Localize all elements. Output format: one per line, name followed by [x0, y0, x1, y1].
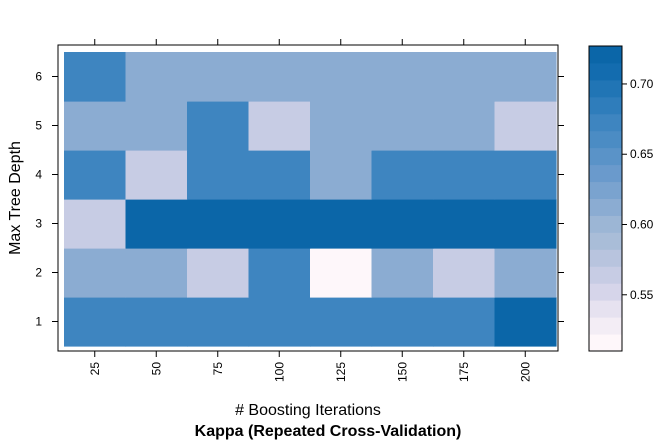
heatmap-cell — [495, 52, 557, 102]
heatmap-cell — [249, 199, 311, 249]
heatmap-cell — [187, 297, 249, 347]
colorbar-strip — [589, 182, 622, 199]
colorbar-strips — [589, 46, 622, 352]
x-tick-label: 200 — [518, 362, 532, 382]
heatmap-cell — [372, 297, 434, 347]
y-axis-title: Max Tree Depth — [7, 141, 24, 255]
x-tick-label: 50 — [149, 362, 163, 376]
colorbar-strip — [589, 334, 622, 351]
colorbar-strip — [589, 97, 622, 114]
heatmap-cell — [310, 101, 372, 151]
heatmap-cell — [249, 150, 311, 200]
heatmap-cell — [187, 248, 249, 298]
heatmap-cell — [126, 248, 188, 298]
heatmap-cell — [495, 297, 557, 347]
x-axis-title: # Boosting Iterations — [235, 402, 381, 419]
heatmap-cell — [495, 150, 557, 200]
heatmap-cell — [249, 52, 311, 102]
colorbar-tick-label: 0.55 — [630, 288, 654, 302]
heatmap-cell — [64, 297, 126, 347]
colorbar-strip — [589, 215, 622, 232]
heatmap-cell — [126, 297, 188, 347]
y-tick-label: 2 — [35, 266, 42, 280]
y-tick-label: 5 — [35, 119, 42, 133]
x-tick-label: 75 — [211, 362, 225, 376]
heatmap-cell — [372, 52, 434, 102]
colorbar-tick-label: 0.60 — [630, 218, 654, 232]
colorbar-strip — [589, 283, 622, 300]
colorbar-strip — [589, 232, 622, 249]
heatmap-cell — [372, 150, 434, 200]
heatmap-cell — [495, 101, 557, 151]
colorbar-strip — [589, 80, 622, 97]
y-tick-label: 1 — [35, 315, 42, 329]
heatmap-cell — [433, 297, 495, 347]
heatmap-cell — [187, 150, 249, 200]
heatmap-cell — [249, 101, 311, 151]
colorbar-tick-label: 0.70 — [630, 77, 654, 91]
colorbar-strip — [589, 249, 622, 266]
x-tick-label: 100 — [272, 362, 286, 382]
y-tick-label: 4 — [35, 168, 42, 182]
colorbar-strip — [589, 317, 622, 334]
heatmap-cell — [433, 101, 495, 151]
heatmap-cell — [187, 101, 249, 151]
heatmap-cell — [64, 248, 126, 298]
colorbar-strip — [589, 266, 622, 283]
heatmap-cell — [64, 150, 126, 200]
colorbar-strip — [589, 131, 622, 148]
heatmap-cell — [433, 52, 495, 102]
colorbar-ticks: 0.55 0.60 0.65 0.70 — [622, 77, 654, 302]
colorbar: 0.55 0.60 0.65 0.70 — [589, 46, 654, 352]
heatmap-cell — [433, 248, 495, 298]
x-tick-label: 175 — [457, 362, 471, 382]
heatmap-cell — [64, 52, 126, 102]
colorbar-strip — [589, 199, 622, 216]
heatmap-cell — [126, 52, 188, 102]
heatmap-cell — [187, 199, 249, 249]
heatmap-cell — [495, 248, 557, 298]
colorbar-tick-label: 0.65 — [630, 147, 654, 161]
colorbar-strip — [589, 46, 622, 63]
y-tick-label: 3 — [35, 217, 42, 231]
heatmap-cell — [64, 199, 126, 249]
y-tick-label: 6 — [35, 70, 42, 84]
heatmap-cell — [372, 101, 434, 151]
heatmap-cell — [310, 248, 372, 298]
heatmap-cell — [310, 297, 372, 347]
colorbar-strip — [589, 165, 622, 182]
heatmap-cell — [433, 150, 495, 200]
heatmap-cell — [310, 52, 372, 102]
heatmap-cell — [249, 248, 311, 298]
heatmap-cell — [372, 199, 434, 249]
heatmap-cell — [372, 248, 434, 298]
heatmap-cells — [64, 52, 557, 347]
heatmap-cell — [433, 199, 495, 249]
heatmap-cell — [126, 199, 188, 249]
heatmap-cell — [495, 199, 557, 249]
x-tick-label: 25 — [88, 362, 102, 376]
heatmap-cell — [310, 150, 372, 200]
colorbar-strip — [589, 63, 622, 80]
heatmap-cell — [126, 101, 188, 151]
heatmap-cell — [249, 297, 311, 347]
heatmap-cell — [64, 101, 126, 151]
colorbar-strip — [589, 148, 622, 165]
colorbar-strip — [589, 114, 622, 131]
heatmap-cell — [126, 150, 188, 200]
heatmap-cell — [187, 52, 249, 102]
heatmap-cell — [310, 199, 372, 249]
colorbar-strip — [589, 300, 622, 317]
chart-title: Kappa (Repeated Cross-Validation) — [195, 423, 462, 440]
x-tick-label: 125 — [334, 362, 348, 382]
x-tick-label: 150 — [395, 362, 409, 382]
